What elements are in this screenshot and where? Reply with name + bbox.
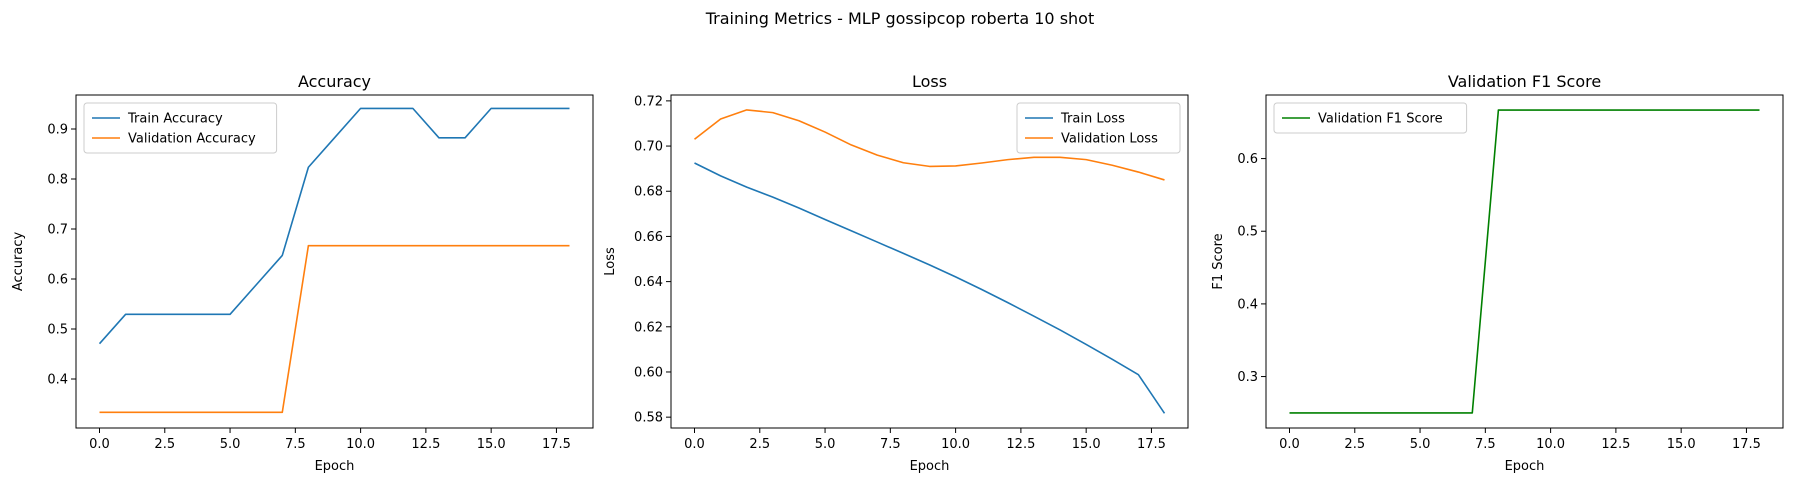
chart-panel-1: Loss 0.0 2.5 5.0 7.5 10.0 12.5 15.0 17.5 0.58 0.60… (603, 72, 1189, 474)
x-tick-label: 10.0 (346, 437, 375, 452)
y-axis-label: Loss (603, 247, 618, 276)
x-tick-label: 2.5 (749, 437, 770, 452)
series-line-1 (694, 109, 1165, 181)
y-tick-label: 0.8 (47, 173, 68, 188)
legend-label: Validation Accuracy (128, 132, 256, 147)
legend-label: Train Loss (1060, 112, 1125, 127)
series-line-0 (1289, 109, 1760, 414)
legend-label: Validation F1 Score (1318, 112, 1443, 127)
x-axis-label: Epoch (1505, 459, 1545, 474)
y-tick-label: 0.6 (47, 273, 68, 288)
x-tick-label: 2.5 (1344, 437, 1365, 452)
x-tick-label: 7.5 (1475, 437, 1496, 452)
y-tick-label: 0.5 (47, 323, 68, 338)
x-tick-label: 0.0 (684, 437, 705, 452)
x-tick-label: 17.5 (1137, 437, 1166, 452)
plot-area-frame (1265, 94, 1784, 429)
x-axis-label: Epoch (315, 459, 355, 474)
x-axis-label: Epoch (910, 459, 950, 474)
chart-title: Loss (912, 72, 947, 91)
legend: Train Accuracy Validation Accuracy (83, 102, 278, 154)
y-tick-label: 0.6 (1237, 152, 1258, 167)
x-tick-label: 5.0 (1410, 437, 1431, 452)
y-tick-label: 0.60 (634, 365, 663, 380)
x-tick-label: 5.0 (815, 437, 836, 452)
chart-title: Validation F1 Score (1448, 72, 1601, 91)
figure-suptitle: Training Metrics - MLP gossipcop roberta… (705, 9, 1094, 28)
x-tick-label: 15.0 (1667, 437, 1696, 452)
series-line-0 (98, 107, 570, 345)
x-tick-label: 12.5 (1601, 437, 1630, 452)
chart-panel-2: Validation F1 Score 0.0 2.5 5.0 7.5 10.0 12.5 1… (1211, 72, 1784, 474)
y-tick-label: 0.66 (634, 230, 663, 245)
x-tick-label: 7.5 (285, 437, 306, 452)
y-tick-label: 0.68 (634, 185, 663, 200)
x-tick-label: 15.0 (477, 437, 506, 452)
x-tick-label: 5.0 (220, 437, 241, 452)
y-tick-label: 0.70 (634, 140, 663, 155)
x-tick-label: 0.0 (1279, 437, 1300, 452)
x-tick-label: 12.5 (1006, 437, 1035, 452)
legend-label: Train Accuracy (127, 112, 223, 127)
plot-area-frame (670, 94, 1189, 429)
y-axis-label: Accuracy (11, 232, 26, 292)
y-tick-label: 0.4 (47, 373, 68, 388)
x-tick-label: 10.0 (1536, 437, 1565, 452)
y-tick-label: 0.9 (47, 123, 68, 138)
x-tick-label: 10.0 (941, 437, 970, 452)
x-tick-label: 17.5 (542, 437, 571, 452)
y-tick-label: 0.72 (634, 94, 663, 109)
x-tick-label: 12.5 (411, 437, 440, 452)
x-tick-label: 0.0 (89, 437, 110, 452)
legend-frame (1273, 102, 1468, 134)
y-tick-label: 0.62 (634, 320, 663, 335)
legend-label: Validation Loss (1061, 132, 1158, 147)
x-tick-label: 17.5 (1732, 437, 1761, 452)
x-tick-label: 2.5 (154, 437, 175, 452)
plot-area-frame (75, 94, 594, 429)
legend: Train Loss Validation Loss (1016, 102, 1181, 154)
y-tick-label: 0.64 (634, 275, 663, 290)
legend-frame (83, 102, 278, 154)
chart-panel-0: Accuracy 0.0 2.5 5.0 7.5 10.0 12.5 15.0 17.5 0.4 0… (11, 72, 594, 474)
y-tick-label: 0.7 (47, 223, 68, 238)
legend-frame (1016, 102, 1181, 154)
y-tick-label: 0.58 (634, 411, 663, 426)
legend: Validation F1 Score (1273, 102, 1468, 134)
chart-title: Accuracy (298, 72, 371, 91)
series-line-1 (99, 244, 570, 414)
series-line-0 (694, 162, 1166, 414)
y-axis-label: F1 Score (1211, 233, 1226, 289)
x-tick-label: 15.0 (1072, 437, 1101, 452)
y-tick-label: 0.4 (1237, 297, 1258, 312)
x-tick-label: 7.5 (880, 437, 901, 452)
y-tick-label: 0.5 (1237, 225, 1258, 240)
y-tick-label: 0.3 (1237, 370, 1258, 385)
